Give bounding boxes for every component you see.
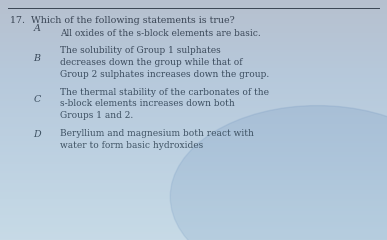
- Text: water to form basic hydroxides: water to form basic hydroxides: [60, 141, 203, 150]
- Text: D: D: [33, 130, 41, 139]
- Text: 17.  Which of the following statements is true?: 17. Which of the following statements is…: [10, 16, 235, 25]
- Circle shape: [170, 106, 387, 240]
- Text: All oxides of the s-block elements are basic.: All oxides of the s-block elements are b…: [60, 29, 261, 38]
- Text: Groups 1 and 2.: Groups 1 and 2.: [60, 111, 133, 120]
- Text: The thermal stability of the carbonates of the: The thermal stability of the carbonates …: [60, 88, 269, 97]
- Text: C: C: [33, 95, 40, 104]
- Text: A: A: [33, 24, 40, 33]
- Text: The solubility of Group 1 sulphates: The solubility of Group 1 sulphates: [60, 46, 221, 55]
- Text: Beryllium and magnesium both react with: Beryllium and magnesium both react with: [60, 129, 254, 138]
- Text: Group 2 sulphates increases down the group.: Group 2 sulphates increases down the gro…: [60, 70, 269, 79]
- Text: decreases down the group while that of: decreases down the group while that of: [60, 58, 243, 67]
- Text: s-block elements increases down both: s-block elements increases down both: [60, 99, 235, 108]
- Text: B: B: [33, 54, 40, 63]
